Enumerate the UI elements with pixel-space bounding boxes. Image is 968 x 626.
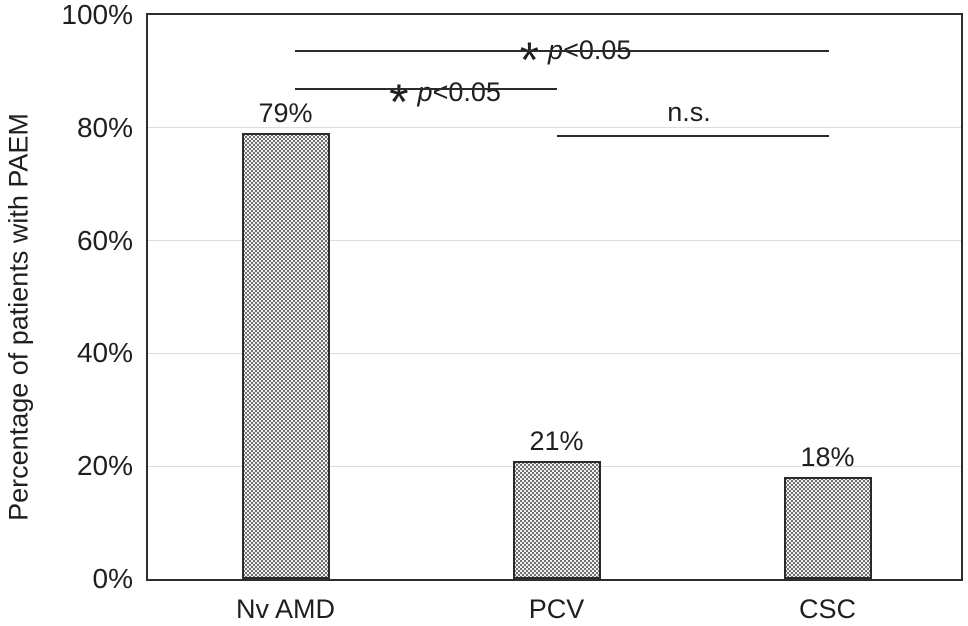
- p-value-text: <0.05: [432, 77, 501, 107]
- y-tick-label-40: 40%: [76, 337, 133, 369]
- value-label-pcv: 21%: [529, 425, 584, 456]
- y-tick-label-80: 80%: [76, 111, 133, 143]
- x-axis-label-nv-amd: Nv AMD: [235, 594, 335, 624]
- significance-line-nvamd-vs-csc: [295, 50, 829, 52]
- bar-pcv: [512, 460, 601, 579]
- gridline-80: [148, 127, 961, 129]
- y-tick-label-60: 60%: [76, 224, 133, 256]
- bar-csc: [783, 477, 872, 579]
- value-label-nv-amd: 79%: [258, 98, 313, 129]
- ns-text: n.s.: [667, 97, 711, 127]
- bar-nv-amd: [241, 133, 330, 579]
- gridline-60: [148, 240, 961, 242]
- significance-label-pcv-vs-csc: n.s.: [557, 97, 829, 127]
- significance-label-nvamd-vs-pcv: * p<0.05: [295, 59, 557, 127]
- value-label-csc: 18%: [800, 442, 855, 473]
- x-axis-label-csc: CSC: [798, 594, 856, 624]
- significance-line-pcv-vs-csc: [557, 135, 829, 137]
- significance-line-nvamd-vs-pcv: [295, 88, 557, 90]
- x-axis-label-pcv: PCV: [528, 594, 585, 624]
- gridline-40: [148, 352, 961, 354]
- p-symbol: p: [417, 77, 433, 107]
- asterisk-icon: *: [389, 74, 409, 130]
- y-tick-label-100: 100%: [61, 0, 133, 30]
- asterisk-icon: *: [519, 32, 540, 88]
- y-tick-label-20: 20%: [76, 450, 133, 482]
- y-tick-label-0: 0%: [92, 563, 133, 594]
